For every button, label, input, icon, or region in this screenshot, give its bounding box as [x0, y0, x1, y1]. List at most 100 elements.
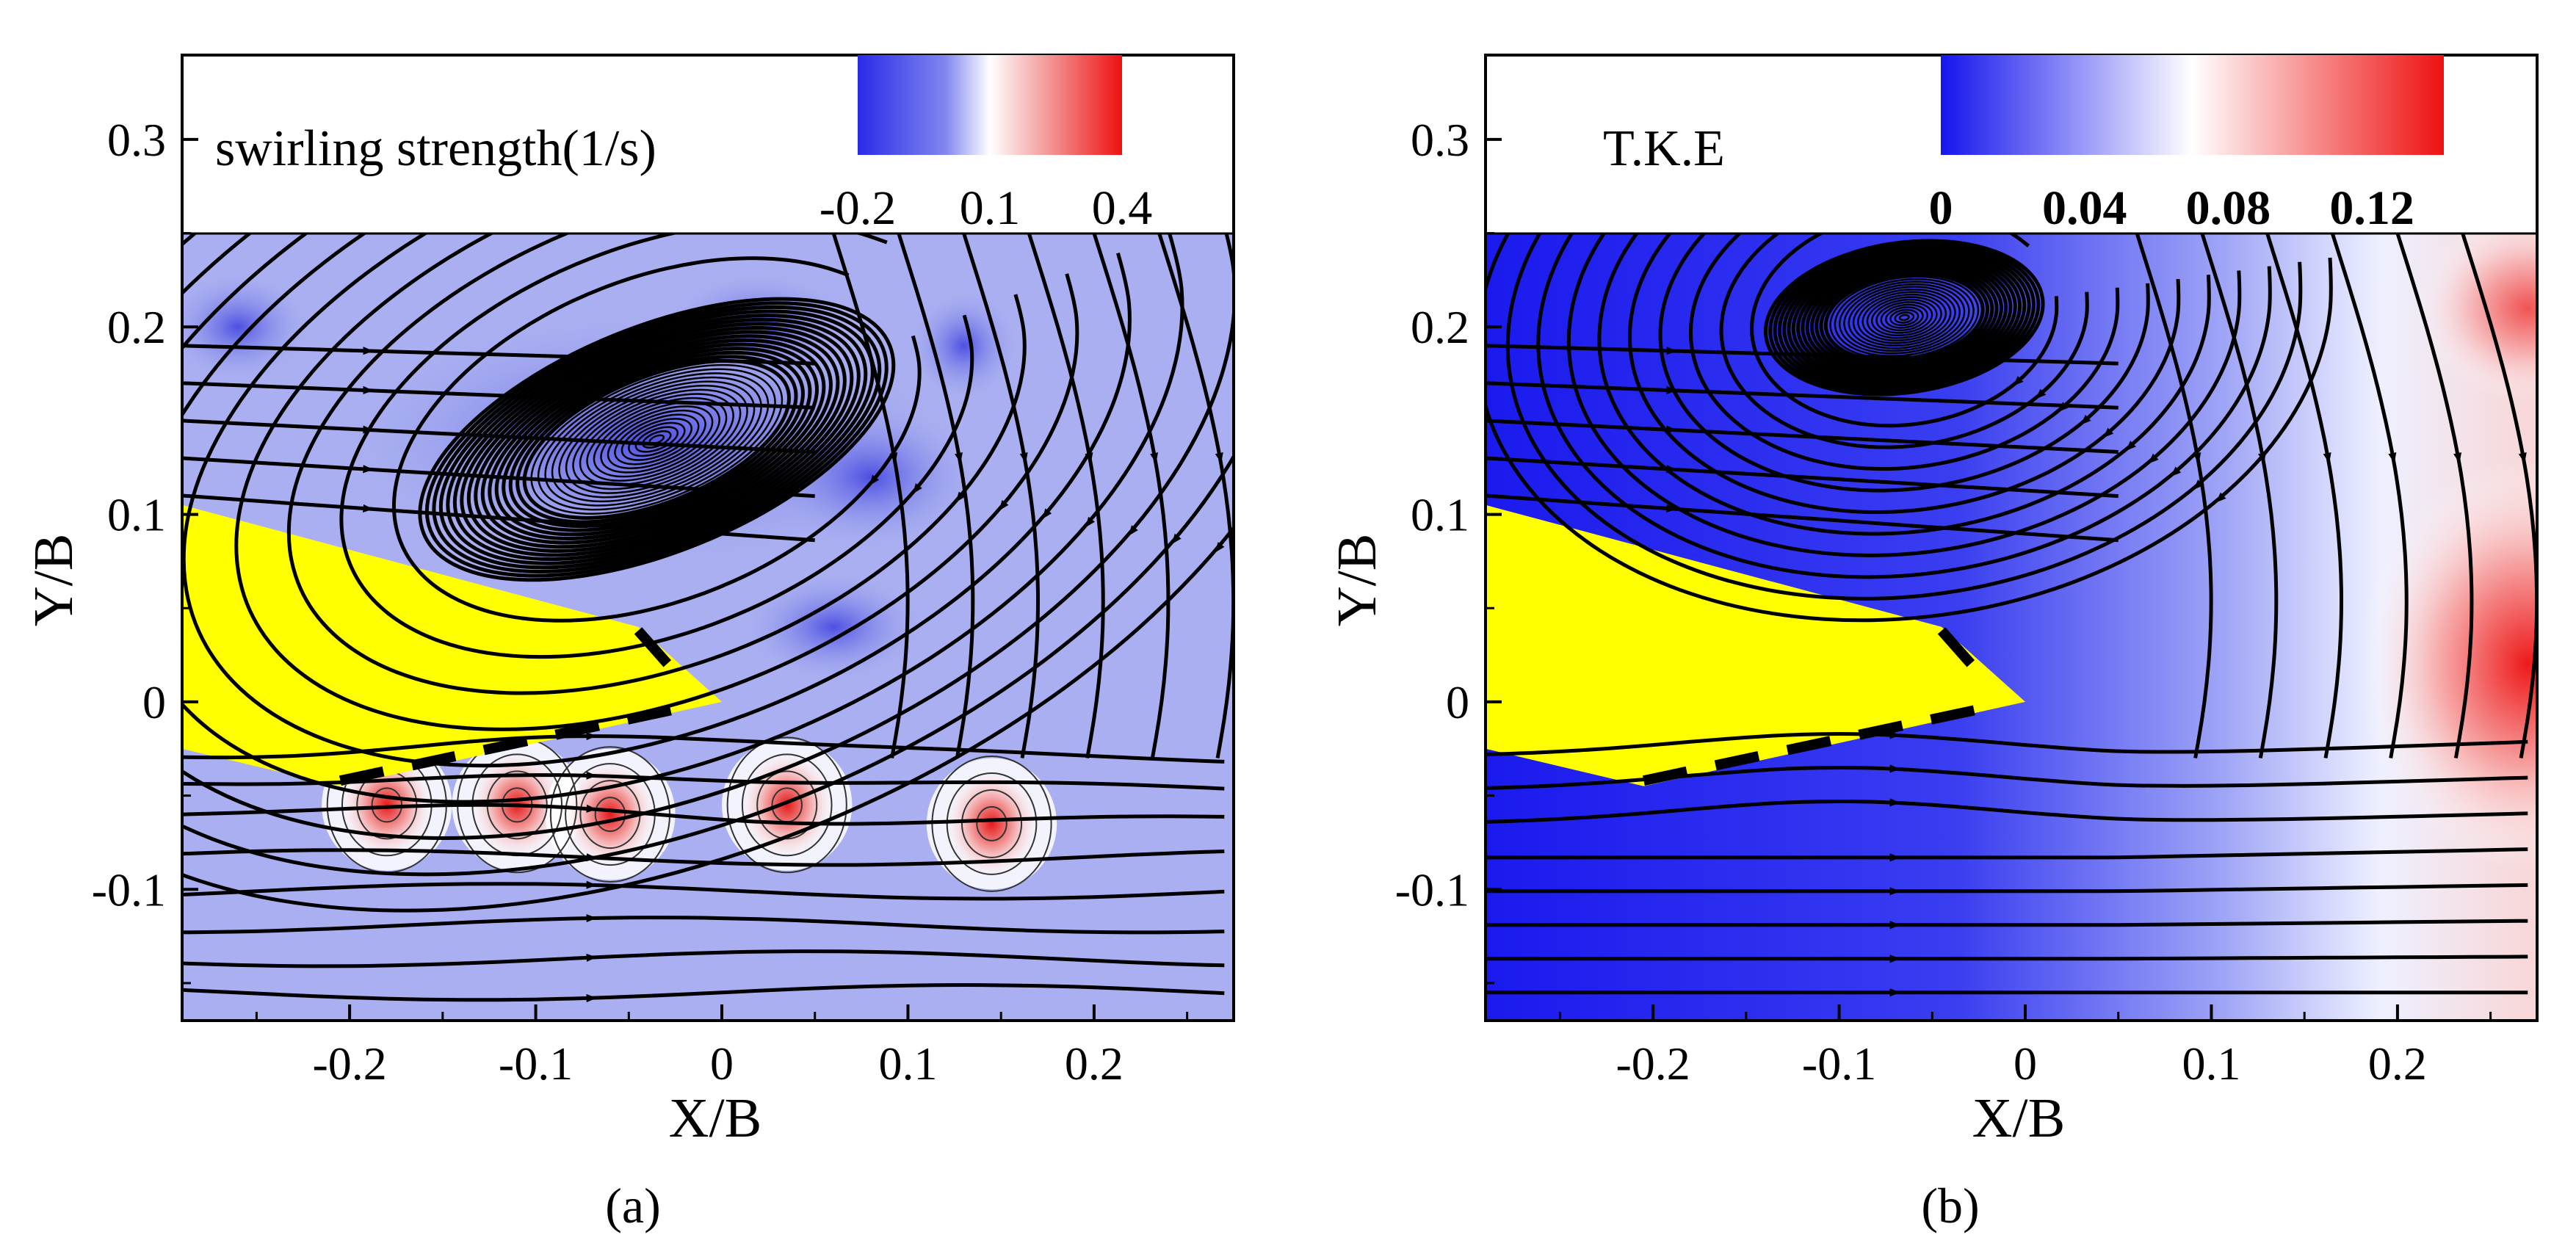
vortex-ring [522, 359, 791, 520]
streamline [1486, 493, 2119, 543]
streamline [1486, 731, 2528, 756]
contour-line [741, 753, 833, 857]
y-tick-label: 0.2 [1411, 301, 1469, 353]
x-tick-label: 0.2 [2368, 1037, 2427, 1090]
panel-b: -0.2 -0.1 0 0.1 0.2 -0.1 0 0.1 0.2 0.3 X/B Y/B T.K.… [1326, 54, 2539, 1149]
legend-title: T.K.E [1603, 120, 1725, 177]
vortex-ring [515, 355, 798, 524]
vortex-ring [593, 401, 720, 478]
y-tick-label: -0.1 [92, 863, 166, 916]
vortex-ring [432, 305, 882, 574]
x-tick-label: 0.1 [878, 1037, 937, 1090]
dashed-edge [1642, 627, 1992, 786]
x-tick-label: 0.1 [2182, 1037, 2240, 1090]
x-tick-label: -0.2 [312, 1037, 386, 1090]
streamline [2395, 233, 2474, 758]
x-tick-label: -0.2 [1616, 1037, 1690, 1090]
streamline [339, 233, 974, 659]
y-tick-label: 0.3 [107, 114, 166, 166]
streamline [1486, 381, 2119, 410]
streamline [1486, 456, 2119, 499]
legend-tick-label: 0.1 [960, 181, 1021, 235]
y-axis-label: Y/B [1326, 534, 1388, 627]
streamline [234, 233, 1079, 731]
streamline [391, 256, 922, 623]
streamline [1627, 233, 2181, 515]
streamline [1157, 233, 1234, 758]
legend-tick-label: 0.12 [2329, 181, 2414, 235]
streamline [182, 233, 1234, 913]
vortex-ring [1809, 264, 1999, 371]
legend-tick-label: 0.4 [1092, 181, 1153, 235]
streamline [1486, 847, 2528, 860]
contour-line [976, 805, 1007, 841]
vortex-ring [1787, 251, 2022, 384]
streamlines [1486, 233, 2537, 997]
vortex-ring [1889, 308, 1920, 327]
legend-tick-label: -0.2 [820, 181, 896, 235]
vortex-ring [488, 338, 826, 540]
streamline [182, 848, 1225, 867]
legend-colorbar [1941, 55, 2444, 155]
streamline [1486, 233, 2333, 623]
vortex-ring [1773, 244, 2036, 391]
streamline [831, 233, 910, 758]
contour-line [594, 797, 626, 833]
streamline [1536, 233, 2272, 579]
legend-tick-label: 0.08 [2186, 181, 2271, 235]
field-area [182, 232, 1234, 1021]
vortex-ring [1801, 259, 2008, 376]
vortex-ring [1777, 246, 2031, 389]
y-axis-label: Y/B [23, 534, 84, 627]
contour-line [726, 736, 847, 874]
vortex-ring [1815, 267, 1994, 369]
streamline [1486, 883, 2528, 894]
contour-line [960, 789, 1023, 858]
vortex-ring [1857, 291, 1952, 344]
hotspot [738, 748, 836, 861]
vortex-ring [452, 317, 861, 562]
streamline [1719, 233, 2089, 449]
legend-tick-label: 0.04 [2042, 181, 2127, 235]
vortex-ring [424, 301, 889, 578]
streamline [1486, 919, 2528, 927]
vortex-ring [1763, 239, 2045, 396]
y-tick-label: 0.3 [1411, 114, 1469, 166]
yellow-body [1486, 504, 2025, 786]
streamline [286, 233, 1027, 695]
field-area [1486, 232, 2537, 1021]
vortex-region [908, 289, 1020, 402]
vortex-ring [508, 350, 805, 529]
vortex-ring [634, 426, 679, 453]
hotspot [943, 767, 1041, 880]
vortex-ring [558, 380, 756, 499]
hotspot [2416, 233, 2537, 402]
y-tick-label: 0.1 [1411, 489, 1469, 541]
axes-frame [181, 54, 1235, 1022]
vortex-ring [579, 393, 734, 486]
vortex-ring [494, 342, 819, 537]
caption-b: (b) [1921, 1178, 1979, 1234]
x-tick-label: 0 [2014, 1037, 2037, 1090]
vortex-ring [607, 409, 706, 470]
vortex-ring [1834, 278, 1975, 358]
vortex-ring [480, 334, 833, 545]
streamline [182, 381, 815, 410]
y-tick-label: 0.1 [107, 489, 166, 541]
y-tick-label: 0 [1446, 676, 1469, 728]
streamline [1486, 799, 2528, 824]
streamline [2265, 233, 2344, 758]
vortex-ring [1875, 301, 1933, 334]
vortex-region [740, 571, 927, 684]
vortex-ring [1768, 241, 2041, 394]
vortex-ring [1838, 280, 1970, 355]
streamline [1505, 233, 2303, 601]
x-tick-label: -0.1 [499, 1037, 573, 1090]
streamline [182, 344, 815, 366]
streamline [1092, 233, 1171, 758]
streamline [182, 803, 1225, 826]
x-axis-label: X/B [1972, 1087, 2066, 1149]
streamline [1597, 233, 2211, 536]
streamline [182, 916, 1225, 935]
vortex-ring [1782, 249, 2027, 386]
